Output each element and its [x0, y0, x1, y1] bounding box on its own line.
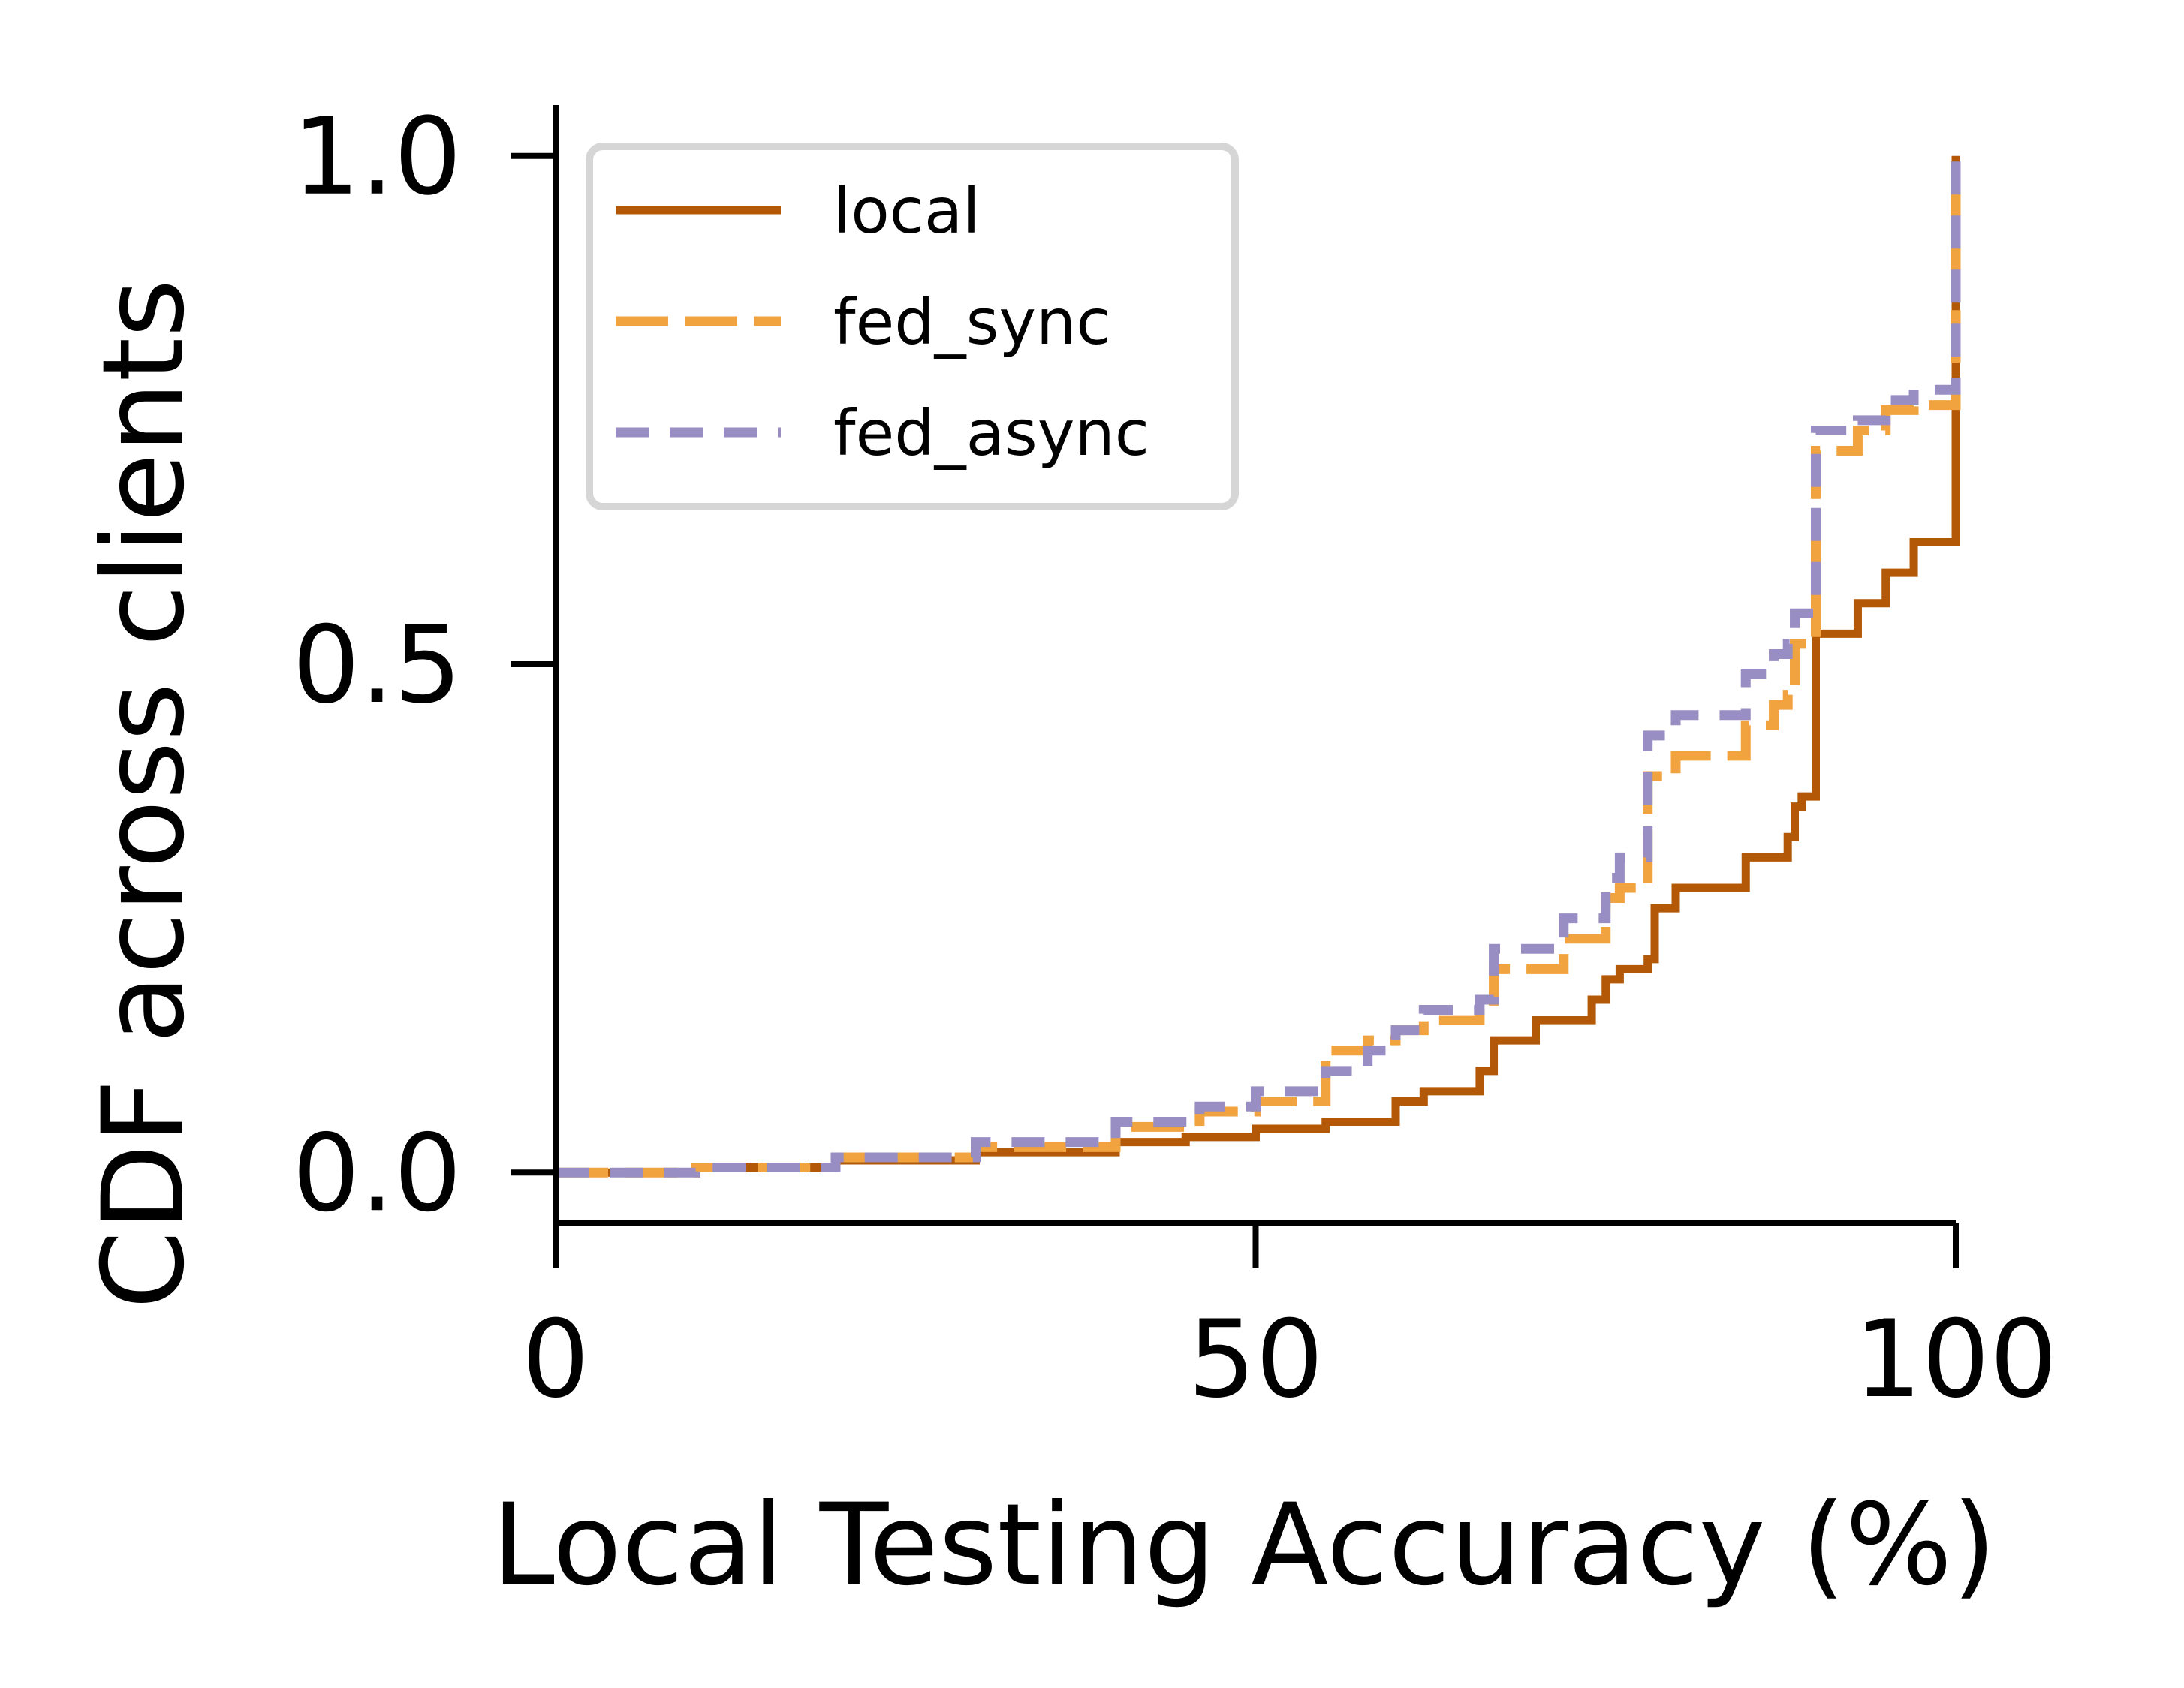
x-tick-label: 0: [522, 1298, 589, 1422]
y-tick-label: 1.0: [292, 95, 462, 219]
series-line-fed-async: [556, 155, 1961, 1178]
legend-label-fed-async: fed_async: [833, 396, 1149, 470]
legend: local fed_sync fed_async: [586, 143, 1239, 510]
y-tick-label: 0.5: [292, 603, 462, 727]
y-tick-label: 0.0: [292, 1112, 462, 1235]
series-line-fed-sync: [556, 155, 1961, 1178]
axes: 0 50 100 0.0 0.5 1.0: [292, 95, 2057, 1422]
legend-label-fed-sync: fed_sync: [833, 285, 1110, 359]
x-tick-label: 50: [1188, 1298, 1324, 1422]
x-tick-label: 100: [1854, 1298, 2057, 1422]
y-axis-title: CDF across clients: [79, 279, 209, 1310]
legend-box: [586, 143, 1239, 510]
x-axis-title: Local Testing Accuracy (%): [492, 1480, 1996, 1611]
legend-label-local: local: [833, 174, 981, 248]
plot-area: [556, 155, 1961, 1178]
series-line-local: [556, 155, 1960, 1177]
